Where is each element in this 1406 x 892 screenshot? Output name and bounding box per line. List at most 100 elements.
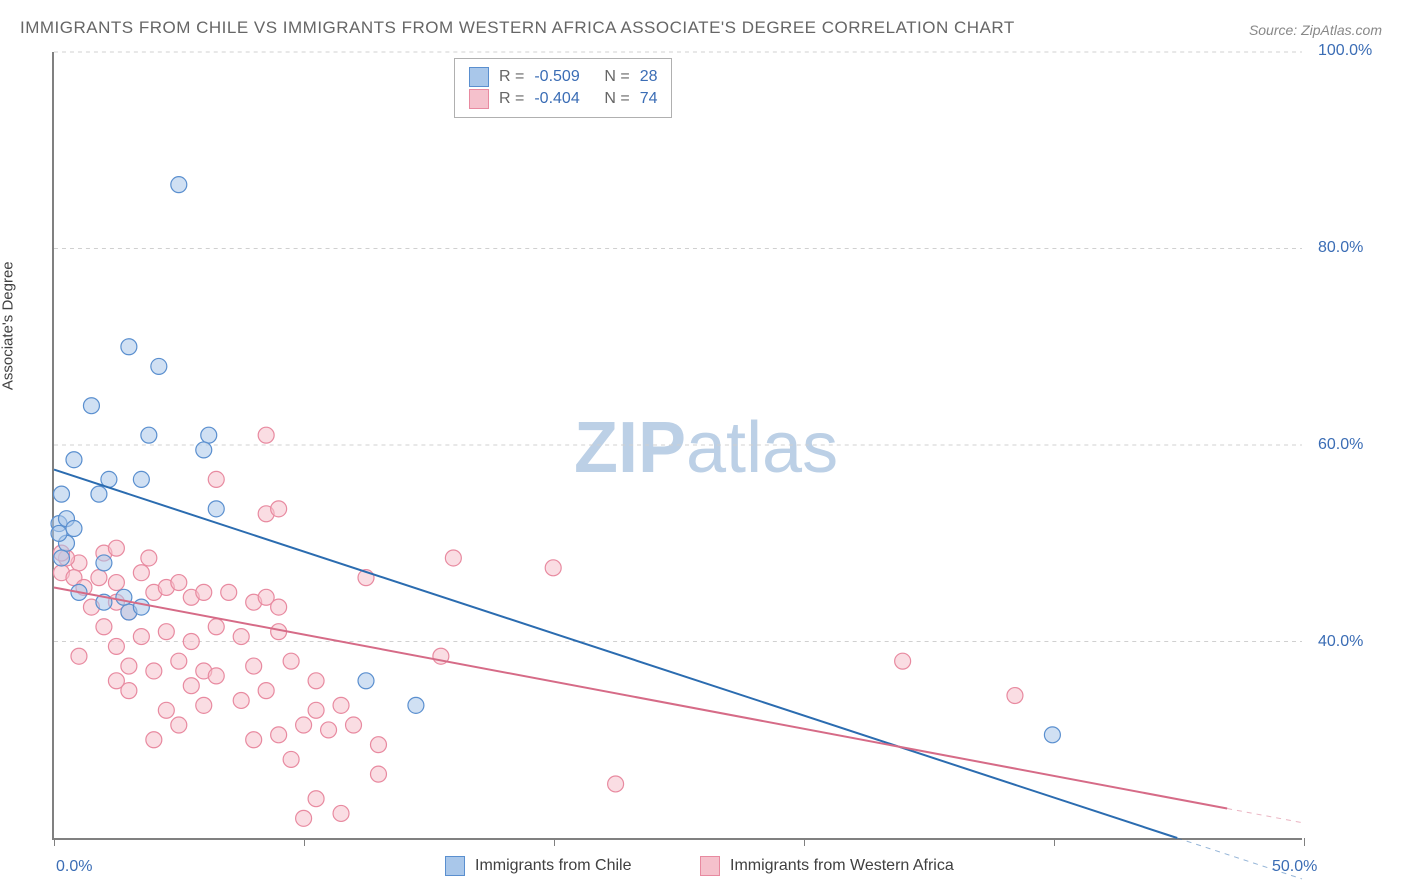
data-point xyxy=(408,697,424,713)
r-value-wafrica: -0.404 xyxy=(534,90,594,108)
r-value-chile: -0.509 xyxy=(534,68,594,86)
data-point xyxy=(196,442,212,458)
data-point xyxy=(83,398,99,414)
data-point xyxy=(158,702,174,718)
data-point xyxy=(151,358,167,374)
data-point xyxy=(116,589,132,605)
series-legend-wafrica: Immigrants from Western Africa xyxy=(700,856,954,876)
data-point xyxy=(183,678,199,694)
chart-svg xyxy=(54,52,1302,838)
data-point xyxy=(66,521,82,537)
data-point xyxy=(308,791,324,807)
r-label: R = xyxy=(499,68,524,86)
data-point xyxy=(608,776,624,792)
data-point xyxy=(108,575,124,591)
y-tick-label: 40.0% xyxy=(1318,633,1363,651)
data-point xyxy=(146,732,162,748)
data-point xyxy=(54,550,70,566)
n-value-wafrica: 74 xyxy=(640,90,658,108)
data-point xyxy=(545,560,561,576)
n-label: N = xyxy=(604,68,629,86)
data-point xyxy=(96,555,112,571)
data-point xyxy=(201,427,217,443)
data-point xyxy=(283,751,299,767)
data-point xyxy=(141,550,157,566)
data-point xyxy=(321,722,337,738)
data-point xyxy=(308,702,324,718)
data-point xyxy=(171,575,187,591)
data-point xyxy=(445,550,461,566)
correlation-legend-row-wafrica: R = -0.404 N = 74 xyxy=(469,89,657,109)
data-point xyxy=(183,634,199,650)
data-point xyxy=(121,339,137,355)
data-point xyxy=(96,619,112,635)
data-point xyxy=(133,471,149,487)
y-tick-label: 80.0% xyxy=(1318,239,1363,257)
data-point xyxy=(246,732,262,748)
data-point xyxy=(91,570,107,586)
correlation-legend-row-chile: R = -0.509 N = 28 xyxy=(469,67,657,87)
data-point xyxy=(171,177,187,193)
data-point xyxy=(271,501,287,517)
data-point xyxy=(54,486,70,502)
data-point xyxy=(271,599,287,615)
series-legend-chile: Immigrants from Chile xyxy=(445,856,631,876)
data-point xyxy=(71,648,87,664)
y-axis-label: Associate's Degree xyxy=(0,261,17,390)
data-point xyxy=(346,717,362,733)
data-point xyxy=(146,663,162,679)
data-point xyxy=(133,565,149,581)
data-point xyxy=(333,697,349,713)
data-point xyxy=(208,668,224,684)
data-point xyxy=(158,624,174,640)
plot-area: ZIPatlas R = -0.509 N = 28 R = -0.404 N … xyxy=(52,52,1302,840)
data-point xyxy=(208,501,224,517)
data-point xyxy=(121,658,137,674)
data-point xyxy=(333,805,349,821)
data-point xyxy=(358,673,374,689)
data-point xyxy=(221,584,237,600)
data-point xyxy=(370,737,386,753)
data-point xyxy=(66,452,82,468)
data-point xyxy=(108,638,124,654)
data-point xyxy=(233,692,249,708)
data-point xyxy=(171,653,187,669)
x-tick-label: 0.0% xyxy=(56,858,92,876)
data-point xyxy=(133,599,149,615)
data-point xyxy=(171,717,187,733)
n-value-chile: 28 xyxy=(640,68,658,86)
correlation-legend: R = -0.509 N = 28 R = -0.404 N = 74 xyxy=(454,58,672,118)
r-label: R = xyxy=(499,90,524,108)
data-point xyxy=(141,427,157,443)
data-point xyxy=(283,653,299,669)
swatch-chile xyxy=(469,67,489,87)
data-point xyxy=(121,683,137,699)
data-point xyxy=(133,629,149,645)
regression-line xyxy=(54,587,1227,808)
data-point xyxy=(1044,727,1060,743)
data-point xyxy=(108,540,124,556)
data-point xyxy=(233,629,249,645)
source-attribution: Source: ZipAtlas.com xyxy=(1249,22,1382,38)
series-label-chile: Immigrants from Chile xyxy=(475,857,631,875)
y-tick-label: 100.0% xyxy=(1318,42,1372,60)
data-point xyxy=(271,727,287,743)
data-point xyxy=(196,584,212,600)
data-point xyxy=(296,810,312,826)
y-tick-label: 60.0% xyxy=(1318,436,1363,454)
swatch-chile-bottom xyxy=(445,856,465,876)
data-point xyxy=(258,427,274,443)
data-point xyxy=(370,766,386,782)
n-label: N = xyxy=(604,90,629,108)
swatch-wafrica-bottom xyxy=(700,856,720,876)
series-label-wafrica: Immigrants from Western Africa xyxy=(730,857,954,875)
data-point xyxy=(208,471,224,487)
data-point xyxy=(258,683,274,699)
data-point xyxy=(91,486,107,502)
chart-title: IMMIGRANTS FROM CHILE VS IMMIGRANTS FROM… xyxy=(20,18,1015,38)
data-point xyxy=(1007,688,1023,704)
data-point xyxy=(51,525,67,541)
data-point xyxy=(296,717,312,733)
x-tick-label: 50.0% xyxy=(1272,858,1317,876)
data-point xyxy=(196,697,212,713)
